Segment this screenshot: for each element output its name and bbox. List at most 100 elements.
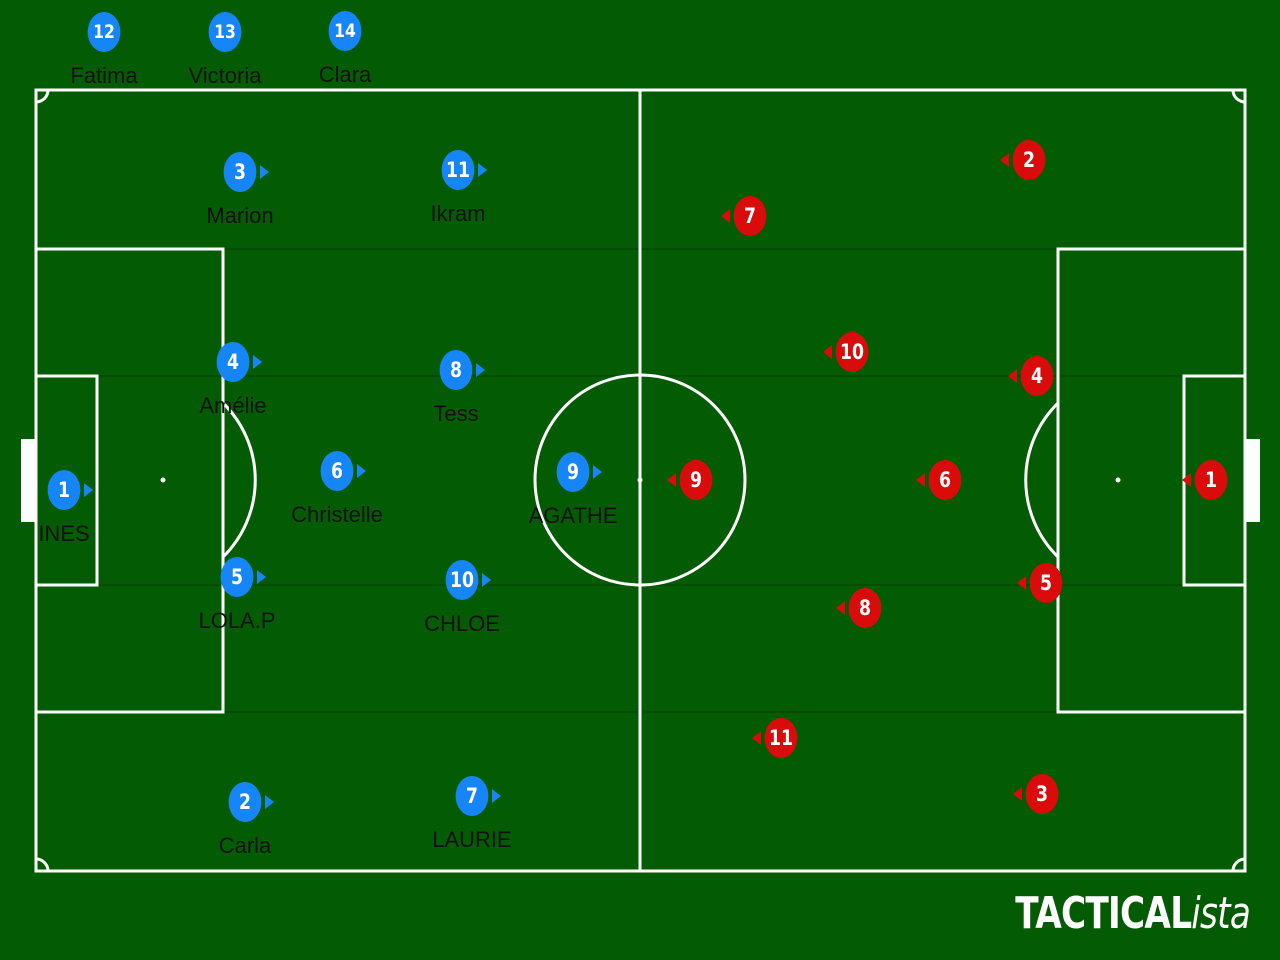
player-number: 3 xyxy=(223,152,257,192)
direction-arrow-icon xyxy=(478,163,487,177)
corner-arc-tr xyxy=(1231,89,1246,104)
direction-arrow-icon xyxy=(357,464,366,478)
home-player-marker[interactable]: 2 xyxy=(225,782,274,822)
right-goal xyxy=(1246,439,1260,522)
home-player-marker[interactable]: 5 xyxy=(217,557,266,597)
player-name: Tess xyxy=(433,401,479,426)
corner-arc-bl xyxy=(35,857,50,872)
direction-arrow-icon xyxy=(482,573,491,587)
player-number: 9 xyxy=(679,460,713,500)
right-penalty-arc xyxy=(1024,401,1060,559)
direction-arrow-icon xyxy=(667,473,676,487)
direction-arrow-icon xyxy=(253,355,262,369)
player-number: 9 xyxy=(556,452,590,492)
substitute-player-marker[interactable]: 12 xyxy=(84,12,124,52)
brand-logo-main: TACTICAL xyxy=(1015,888,1192,939)
player-number: 6 xyxy=(320,451,354,491)
direction-arrow-icon xyxy=(492,789,501,803)
player-number: 1 xyxy=(1194,460,1228,500)
player-number: 13 xyxy=(208,12,242,52)
player-number: 11 xyxy=(441,150,475,190)
home-player-marker[interactable]: 4 xyxy=(213,342,262,382)
home-player-marker[interactable]: 1 xyxy=(44,470,93,510)
direction-arrow-icon xyxy=(476,363,485,377)
direction-arrow-icon xyxy=(1182,473,1191,487)
player-name: Amélie xyxy=(199,393,267,418)
player-name: LOLA.P xyxy=(198,608,276,633)
player-number: 6 xyxy=(928,460,962,500)
away-player-marker[interactable]: 8 xyxy=(836,588,885,628)
player-number: 4 xyxy=(1020,356,1054,396)
substitute-player-marker[interactable]: 13 xyxy=(205,12,245,52)
corner-arc-tl xyxy=(35,89,50,104)
player-number: 7 xyxy=(455,776,489,816)
player-name: Marion xyxy=(206,203,274,228)
direction-arrow-icon xyxy=(1008,369,1017,383)
pitch-markings xyxy=(34,88,1247,873)
home-player-marker[interactable]: 10 xyxy=(442,560,491,600)
player-number: 3 xyxy=(1025,774,1059,814)
corner-arc-br xyxy=(1231,857,1246,872)
brand-logo-italic: ista xyxy=(1191,888,1251,939)
home-player-marker[interactable]: 7 xyxy=(452,776,501,816)
direction-arrow-icon xyxy=(721,209,730,223)
player-number: 10 xyxy=(835,332,869,372)
centre-circle xyxy=(533,373,747,587)
player-number: 14 xyxy=(328,11,362,51)
player-name: Christelle xyxy=(291,502,383,527)
home-player-marker[interactable]: 3 xyxy=(220,152,269,192)
direction-arrow-icon xyxy=(1000,153,1009,167)
substitute-player-marker[interactable]: 14 xyxy=(325,11,365,51)
player-name: LAURIE xyxy=(432,827,512,852)
left-goal xyxy=(21,439,35,522)
player-number: 2 xyxy=(1012,140,1046,180)
player-name: INES xyxy=(38,521,90,546)
right-penalty-spot xyxy=(1115,477,1121,483)
player-name: CHLOE xyxy=(424,611,500,636)
away-player-marker[interactable]: 5 xyxy=(1017,563,1066,603)
direction-arrow-icon xyxy=(752,731,761,745)
player-name: Fatima xyxy=(70,63,138,88)
player-number: 12 xyxy=(87,12,121,52)
direction-arrow-icon xyxy=(823,345,832,359)
away-player-marker[interactable]: 3 xyxy=(1013,774,1062,814)
player-number: 1 xyxy=(47,470,81,510)
brand-logo: TACTICALista xyxy=(1015,888,1251,939)
direction-arrow-icon xyxy=(84,483,93,497)
left-penalty-arc xyxy=(221,401,257,559)
home-player-marker[interactable]: 11 xyxy=(438,150,487,190)
direction-arrow-icon xyxy=(257,570,266,584)
away-player-marker[interactable]: 6 xyxy=(916,460,965,500)
direction-arrow-icon xyxy=(265,795,274,809)
player-number: 5 xyxy=(220,557,254,597)
direction-arrow-icon xyxy=(1013,787,1022,801)
player-name: Carla xyxy=(218,833,272,858)
home-player-marker[interactable]: 6 xyxy=(317,451,366,491)
player-number: 4 xyxy=(216,342,250,382)
left-goal-area xyxy=(34,374,99,587)
direction-arrow-icon xyxy=(916,473,925,487)
direction-arrow-icon xyxy=(593,465,602,479)
away-player-marker[interactable]: 4 xyxy=(1008,356,1057,396)
centre-spot xyxy=(637,477,643,483)
away-player-marker[interactable]: 2 xyxy=(1000,140,1049,180)
away-player-marker[interactable]: 7 xyxy=(721,196,770,236)
direction-arrow-icon xyxy=(836,601,845,615)
player-name: AGATHE xyxy=(528,503,618,528)
player-number: 7 xyxy=(733,196,767,236)
away-player-marker[interactable]: 9 xyxy=(667,460,716,500)
player-number: 11 xyxy=(764,718,798,758)
home-player-marker[interactable]: 9 xyxy=(553,452,602,492)
home-player-marker[interactable]: 8 xyxy=(436,350,485,390)
player-number: 8 xyxy=(848,588,882,628)
player-name: Clara xyxy=(318,62,372,87)
direction-arrow-icon xyxy=(260,165,269,179)
away-player-marker[interactable]: 10 xyxy=(823,332,872,372)
left-penalty-spot xyxy=(160,477,166,483)
player-number: 2 xyxy=(228,782,262,822)
player-name: Victoria xyxy=(188,63,262,88)
away-player-marker[interactable]: 1 xyxy=(1182,460,1231,500)
away-player-marker[interactable]: 11 xyxy=(752,718,801,758)
